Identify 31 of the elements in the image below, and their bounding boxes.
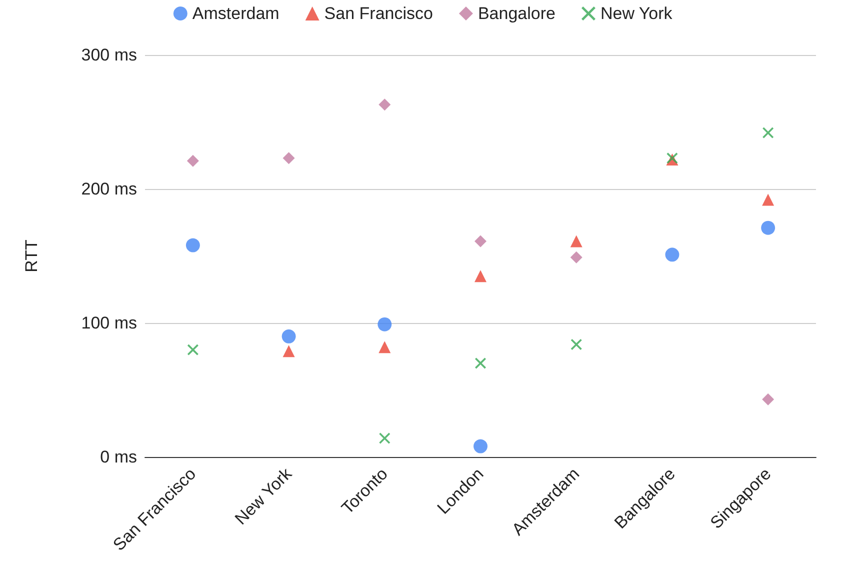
y-tick-label: 200 ms <box>81 180 137 198</box>
legend-label: New York <box>600 4 673 23</box>
point <box>378 341 391 354</box>
y-tick-label: 100 ms <box>81 314 137 332</box>
y-tick-label: 0 ms <box>100 448 137 466</box>
point <box>186 238 200 252</box>
point <box>474 235 486 248</box>
point <box>187 344 198 356</box>
point <box>282 152 295 164</box>
point <box>762 194 774 206</box>
point <box>762 393 774 406</box>
point <box>665 248 680 262</box>
legend-label: Bangalore <box>478 4 556 23</box>
legend-label: Amsterdam <box>192 4 280 23</box>
point <box>762 127 774 138</box>
point <box>475 358 486 369</box>
y-tick-label: 300 ms <box>81 46 137 64</box>
point <box>570 235 582 248</box>
point <box>379 432 390 444</box>
y-axis-title: RTT <box>22 240 41 272</box>
point <box>282 345 295 358</box>
point <box>378 98 391 111</box>
point <box>282 329 296 344</box>
point <box>378 317 392 332</box>
point <box>761 220 776 235</box>
point <box>474 439 488 454</box>
legend-label: San Francisco <box>324 4 433 23</box>
point <box>570 251 582 264</box>
point <box>186 154 199 167</box>
point <box>570 338 582 350</box>
point <box>474 270 486 282</box>
